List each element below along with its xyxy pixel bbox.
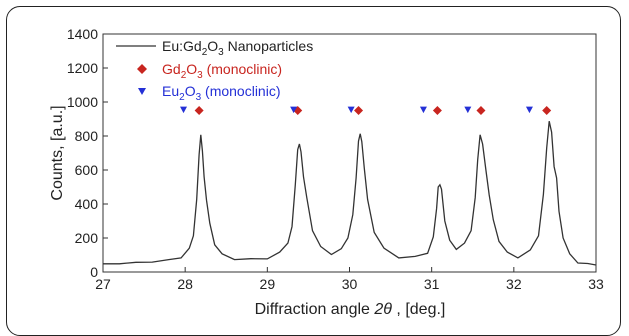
legend-triangle-swatch <box>138 88 146 95</box>
y-axis-label: Counts, [a.u.] <box>49 105 66 200</box>
x-tick-label-1: 28 <box>177 276 193 292</box>
eu2o3-marker-4 <box>464 106 472 114</box>
x-tick-label-5: 32 <box>506 276 522 292</box>
legend-label-series-2: Gd2O3 (monoclinic) <box>162 61 282 81</box>
gd2o3-marker-0 <box>194 106 204 115</box>
y-tick-label-7: 1400 <box>67 26 98 42</box>
legend: Eu:Gd2O3 Nanoparticles Gd2O3 (monoclinic… <box>116 38 313 103</box>
x-tick-label-2: 29 <box>260 276 276 292</box>
y-tick-label-4: 800 <box>75 128 99 144</box>
y-ticks: 0 200 400 600 800 1000 1200 1400 <box>67 26 108 280</box>
x-ticks: 27 28 29 30 31 32 33 <box>95 267 604 292</box>
eu2o3-marker-3 <box>419 106 427 114</box>
y-tick-label-5: 1000 <box>67 94 98 110</box>
gd2o3-marker-5 <box>542 106 552 115</box>
x-tick-label-3: 30 <box>342 276 358 292</box>
y-tick-label-6: 1200 <box>67 60 98 76</box>
gd2o3-marker-4 <box>476 106 486 115</box>
gd2o3-marker-2 <box>354 106 364 115</box>
y-tick-label-1: 200 <box>75 230 99 246</box>
eu2o3-marker-2 <box>347 106 355 114</box>
eu2o3-marker-5 <box>525 106 533 114</box>
legend-label-series-3: Eu2O3 (monoclinic) <box>162 83 281 103</box>
x-tick-label-0: 27 <box>95 276 111 292</box>
legend-diamond-swatch <box>137 64 147 74</box>
legend-label-series-1: Eu:Gd2O3 Nanoparticles <box>162 38 313 58</box>
y-tick-label-2: 400 <box>75 196 99 212</box>
gd2o3-marker-3 <box>432 106 442 115</box>
y-tick-label-0: 0 <box>90 264 98 280</box>
x-tick-label-4: 31 <box>424 276 440 292</box>
eu2o3-marker-0 <box>180 106 188 114</box>
x-axis-label: Diffraction angle 2θ , [deg.] <box>255 301 446 318</box>
series-line-eu-gd2o3-nanoparticles <box>103 121 597 266</box>
reference-markers <box>180 106 552 115</box>
x-tick-label-6: 33 <box>588 276 604 292</box>
eu2o3-marker-1 <box>290 106 298 114</box>
y-tick-label-3: 600 <box>75 162 99 178</box>
xrd-chart: 0 200 400 600 800 1000 1200 1400 27 28 29 30 31 32 33… <box>49 26 604 318</box>
